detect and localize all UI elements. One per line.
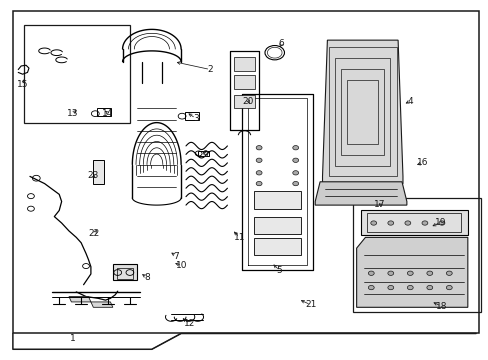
Circle shape xyxy=(446,271,451,275)
Circle shape xyxy=(367,285,373,290)
Text: 23: 23 xyxy=(87,171,99,180)
Text: 3: 3 xyxy=(192,114,198,123)
Bar xyxy=(93,160,104,184)
Text: 18: 18 xyxy=(435,302,447,311)
Bar xyxy=(254,217,300,234)
Bar xyxy=(233,75,255,89)
Text: 14: 14 xyxy=(102,109,113,118)
Circle shape xyxy=(426,271,432,275)
Bar xyxy=(198,150,208,156)
Bar xyxy=(184,112,198,120)
Text: 17: 17 xyxy=(373,200,385,209)
Text: 20: 20 xyxy=(242,96,254,105)
Text: 15: 15 xyxy=(18,80,29,89)
Circle shape xyxy=(256,158,262,162)
Bar xyxy=(233,95,255,108)
Bar xyxy=(346,80,378,144)
Text: 19: 19 xyxy=(434,218,446,227)
Circle shape xyxy=(421,221,427,225)
Polygon shape xyxy=(69,297,91,302)
Bar xyxy=(117,268,133,279)
Circle shape xyxy=(426,285,432,290)
Text: 16: 16 xyxy=(416,158,428,167)
Text: 6: 6 xyxy=(278,39,284,48)
Text: 9: 9 xyxy=(202,150,208,159)
Circle shape xyxy=(407,285,412,290)
Text: 2: 2 xyxy=(207,65,213,74)
Text: 12: 12 xyxy=(184,319,195,328)
Polygon shape xyxy=(322,40,402,187)
Text: 21: 21 xyxy=(305,300,316,309)
Circle shape xyxy=(370,221,376,225)
Text: 1: 1 xyxy=(70,334,76,343)
Text: 11: 11 xyxy=(233,233,245,242)
Bar xyxy=(334,58,390,166)
Bar xyxy=(340,69,384,155)
Bar xyxy=(113,264,137,280)
Circle shape xyxy=(292,171,298,175)
Circle shape xyxy=(387,271,393,275)
Circle shape xyxy=(292,158,298,162)
Bar xyxy=(233,57,255,71)
Circle shape xyxy=(438,221,444,225)
Circle shape xyxy=(387,285,393,290)
Bar xyxy=(254,238,300,255)
Circle shape xyxy=(446,285,451,290)
Circle shape xyxy=(387,221,393,225)
Polygon shape xyxy=(91,302,113,307)
Bar xyxy=(97,108,111,116)
Circle shape xyxy=(367,271,373,275)
Circle shape xyxy=(407,271,412,275)
Bar xyxy=(352,198,480,312)
Text: 7: 7 xyxy=(173,252,179,261)
Circle shape xyxy=(256,171,262,175)
Text: 13: 13 xyxy=(67,109,79,118)
Circle shape xyxy=(256,145,262,150)
Text: 4: 4 xyxy=(407,96,412,105)
Circle shape xyxy=(292,181,298,186)
Circle shape xyxy=(404,221,410,225)
Bar xyxy=(360,210,467,234)
Circle shape xyxy=(256,181,262,186)
Text: 22: 22 xyxy=(88,229,100,238)
Bar xyxy=(254,192,300,209)
Text: 10: 10 xyxy=(176,261,187,270)
Text: 8: 8 xyxy=(144,273,149,282)
Bar xyxy=(328,47,396,176)
Polygon shape xyxy=(356,237,467,307)
Bar xyxy=(366,213,460,231)
Bar xyxy=(24,25,130,123)
Circle shape xyxy=(292,145,298,150)
Text: 5: 5 xyxy=(276,266,282,275)
Polygon shape xyxy=(315,182,406,205)
